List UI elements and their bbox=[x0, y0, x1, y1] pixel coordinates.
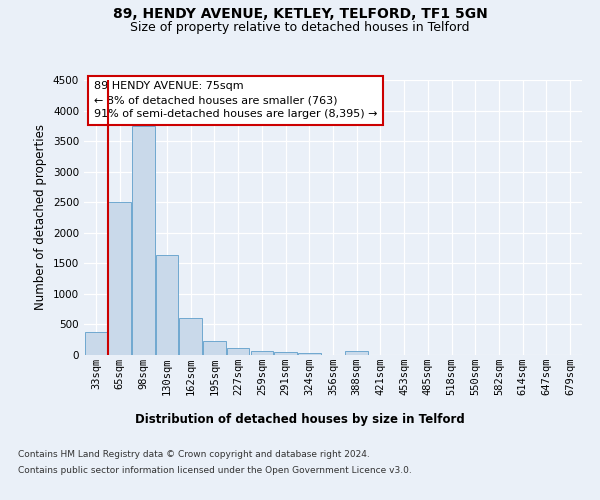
Text: Size of property relative to detached houses in Telford: Size of property relative to detached ho… bbox=[130, 21, 470, 34]
Text: Contains public sector information licensed under the Open Government Licence v3: Contains public sector information licen… bbox=[18, 466, 412, 475]
Bar bbox=[156, 255, 178, 355]
Text: Distribution of detached houses by size in Telford: Distribution of detached houses by size … bbox=[135, 412, 465, 426]
Bar bbox=[274, 352, 297, 355]
Bar bbox=[298, 352, 320, 355]
Y-axis label: Number of detached properties: Number of detached properties bbox=[34, 124, 47, 310]
Text: 89 HENDY AVENUE: 75sqm
← 8% of detached houses are smaller (763)
91% of semi-det: 89 HENDY AVENUE: 75sqm ← 8% of detached … bbox=[94, 82, 377, 120]
Bar bbox=[179, 318, 202, 355]
Text: 89, HENDY AVENUE, KETLEY, TELFORD, TF1 5GN: 89, HENDY AVENUE, KETLEY, TELFORD, TF1 5… bbox=[113, 8, 487, 22]
Bar bbox=[346, 352, 368, 355]
Bar bbox=[203, 341, 226, 355]
Bar bbox=[227, 348, 250, 355]
Bar bbox=[132, 126, 155, 355]
Bar bbox=[109, 202, 131, 355]
Text: Contains HM Land Registry data © Crown copyright and database right 2024.: Contains HM Land Registry data © Crown c… bbox=[18, 450, 370, 459]
Bar bbox=[251, 352, 273, 355]
Bar bbox=[85, 332, 107, 355]
